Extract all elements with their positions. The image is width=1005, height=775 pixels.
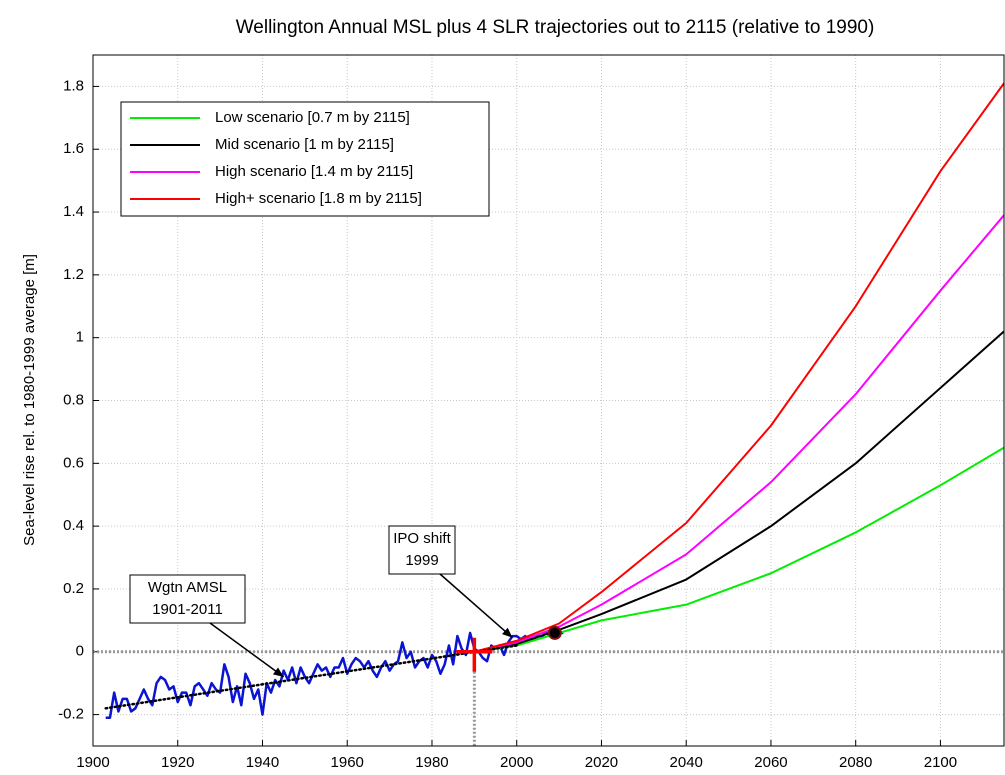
annotation-box	[129, 574, 246, 624]
y-tick-label: 1.4	[63, 203, 84, 220]
series-line	[105, 631, 564, 719]
plot-frame	[92, 54, 1005, 747]
x-tick-label: 1940	[246, 754, 279, 771]
y-axis-label: Sea-level rise rel. to 1980-1999 average…	[21, 254, 38, 546]
legend-label: High scenario [1.4 m by 2115]	[215, 163, 413, 180]
marker	[456, 637, 493, 672]
y-tick-label: 1	[76, 329, 84, 346]
annotation-text: IPO shift	[393, 530, 451, 547]
annotation-arrow	[439, 573, 513, 639]
x-tick-label: 2100	[924, 754, 957, 771]
y-tick-label: 0.8	[63, 391, 84, 408]
x-tick-label: 2000	[500, 754, 533, 771]
y-tick-label: 1.6	[63, 140, 84, 157]
x-tick-label: 1980	[415, 754, 448, 771]
y-tick-label: -0.2	[58, 706, 84, 723]
y-tick-label: 0.2	[63, 580, 84, 597]
x-tick-label: 2020	[585, 754, 618, 771]
y-tick-label: 0.6	[63, 454, 84, 471]
legend-label: Low scenario [0.7 m by 2115]	[215, 109, 410, 126]
y-tick-label: 1.8	[63, 77, 84, 94]
series-line	[474, 82, 1005, 653]
x-tick-label: 1920	[161, 754, 194, 771]
annotation-text: Wgtn AMSL	[148, 579, 227, 596]
y-tick-label: 0	[76, 643, 84, 660]
annotation-text: 1999	[405, 552, 438, 569]
legend-box	[120, 101, 490, 217]
annotation-arrow	[209, 622, 285, 678]
legend-label: Mid scenario [1 m by 2115]	[215, 136, 394, 153]
chart-title: Wellington Annual MSL plus 4 SLR traject…	[236, 17, 875, 38]
x-tick-label: 2040	[670, 754, 703, 771]
x-tick-label: 1900	[76, 754, 109, 771]
y-tick-label: 1.2	[63, 266, 84, 283]
series-line	[104, 644, 518, 710]
marker	[547, 625, 562, 640]
series-line	[474, 446, 1005, 653]
legend-label: High+ scenario [1.8 m by 2115]	[215, 190, 422, 207]
annotation-arrowhead	[502, 627, 513, 638]
x-tick-label: 1960	[331, 754, 364, 771]
annotation-box	[388, 525, 456, 575]
annotation-arrowhead	[272, 667, 284, 677]
series-line	[474, 330, 1005, 653]
x-tick-label: 2060	[754, 754, 787, 771]
series-line	[474, 214, 1005, 653]
y-tick-label: 0.4	[63, 517, 84, 534]
legend: Low scenario [0.7 m by 2115] Mid scenario…	[120, 101, 490, 217]
x-tick-label: 2080	[839, 754, 872, 771]
annotation-text: 1901-2011	[152, 601, 223, 618]
